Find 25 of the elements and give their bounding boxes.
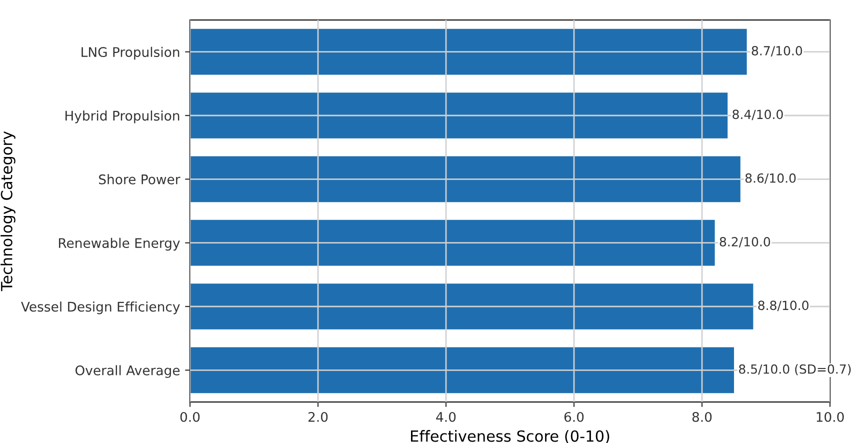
x-tick-label: 6.0 <box>564 412 584 422</box>
data-label: 8.2/10.0 <box>720 237 770 248</box>
data-label: 8.6/10.0 <box>745 173 796 184</box>
y-tick-label: Vessel Design Efficiency <box>21 301 180 314</box>
y-tick-label: LNG Propulsion <box>82 46 180 60</box>
bar <box>190 92 728 138</box>
bar <box>190 220 715 266</box>
bar <box>190 156 740 202</box>
data-label: 8.4/10.0 <box>732 110 783 120</box>
data-label: 8.5/10.0 (SD=0.7) <box>739 364 851 376</box>
bar <box>190 347 734 394</box>
x-tick-label: 0.0 <box>180 412 200 422</box>
y-axis-title: Technology Category <box>0 131 16 292</box>
data-label: 8.7/10.0 <box>752 46 802 56</box>
x-tick-label: 4.0 <box>436 412 456 422</box>
x-tick-label: 2.0 <box>308 412 328 422</box>
x-tick-label: 10.0 <box>816 412 844 422</box>
x-tick-label: 8.0 <box>692 412 712 422</box>
bar <box>190 28 747 75</box>
y-tick-label: Overall Average <box>75 365 180 378</box>
y-tick-label: Shore Power <box>99 174 180 184</box>
data-label: 8.8/10.0 <box>758 300 808 312</box>
y-tick-label: Renewable Energy <box>58 238 180 251</box>
y-tick-label: Hybrid Propulsion <box>66 110 180 124</box>
bar <box>190 284 754 330</box>
